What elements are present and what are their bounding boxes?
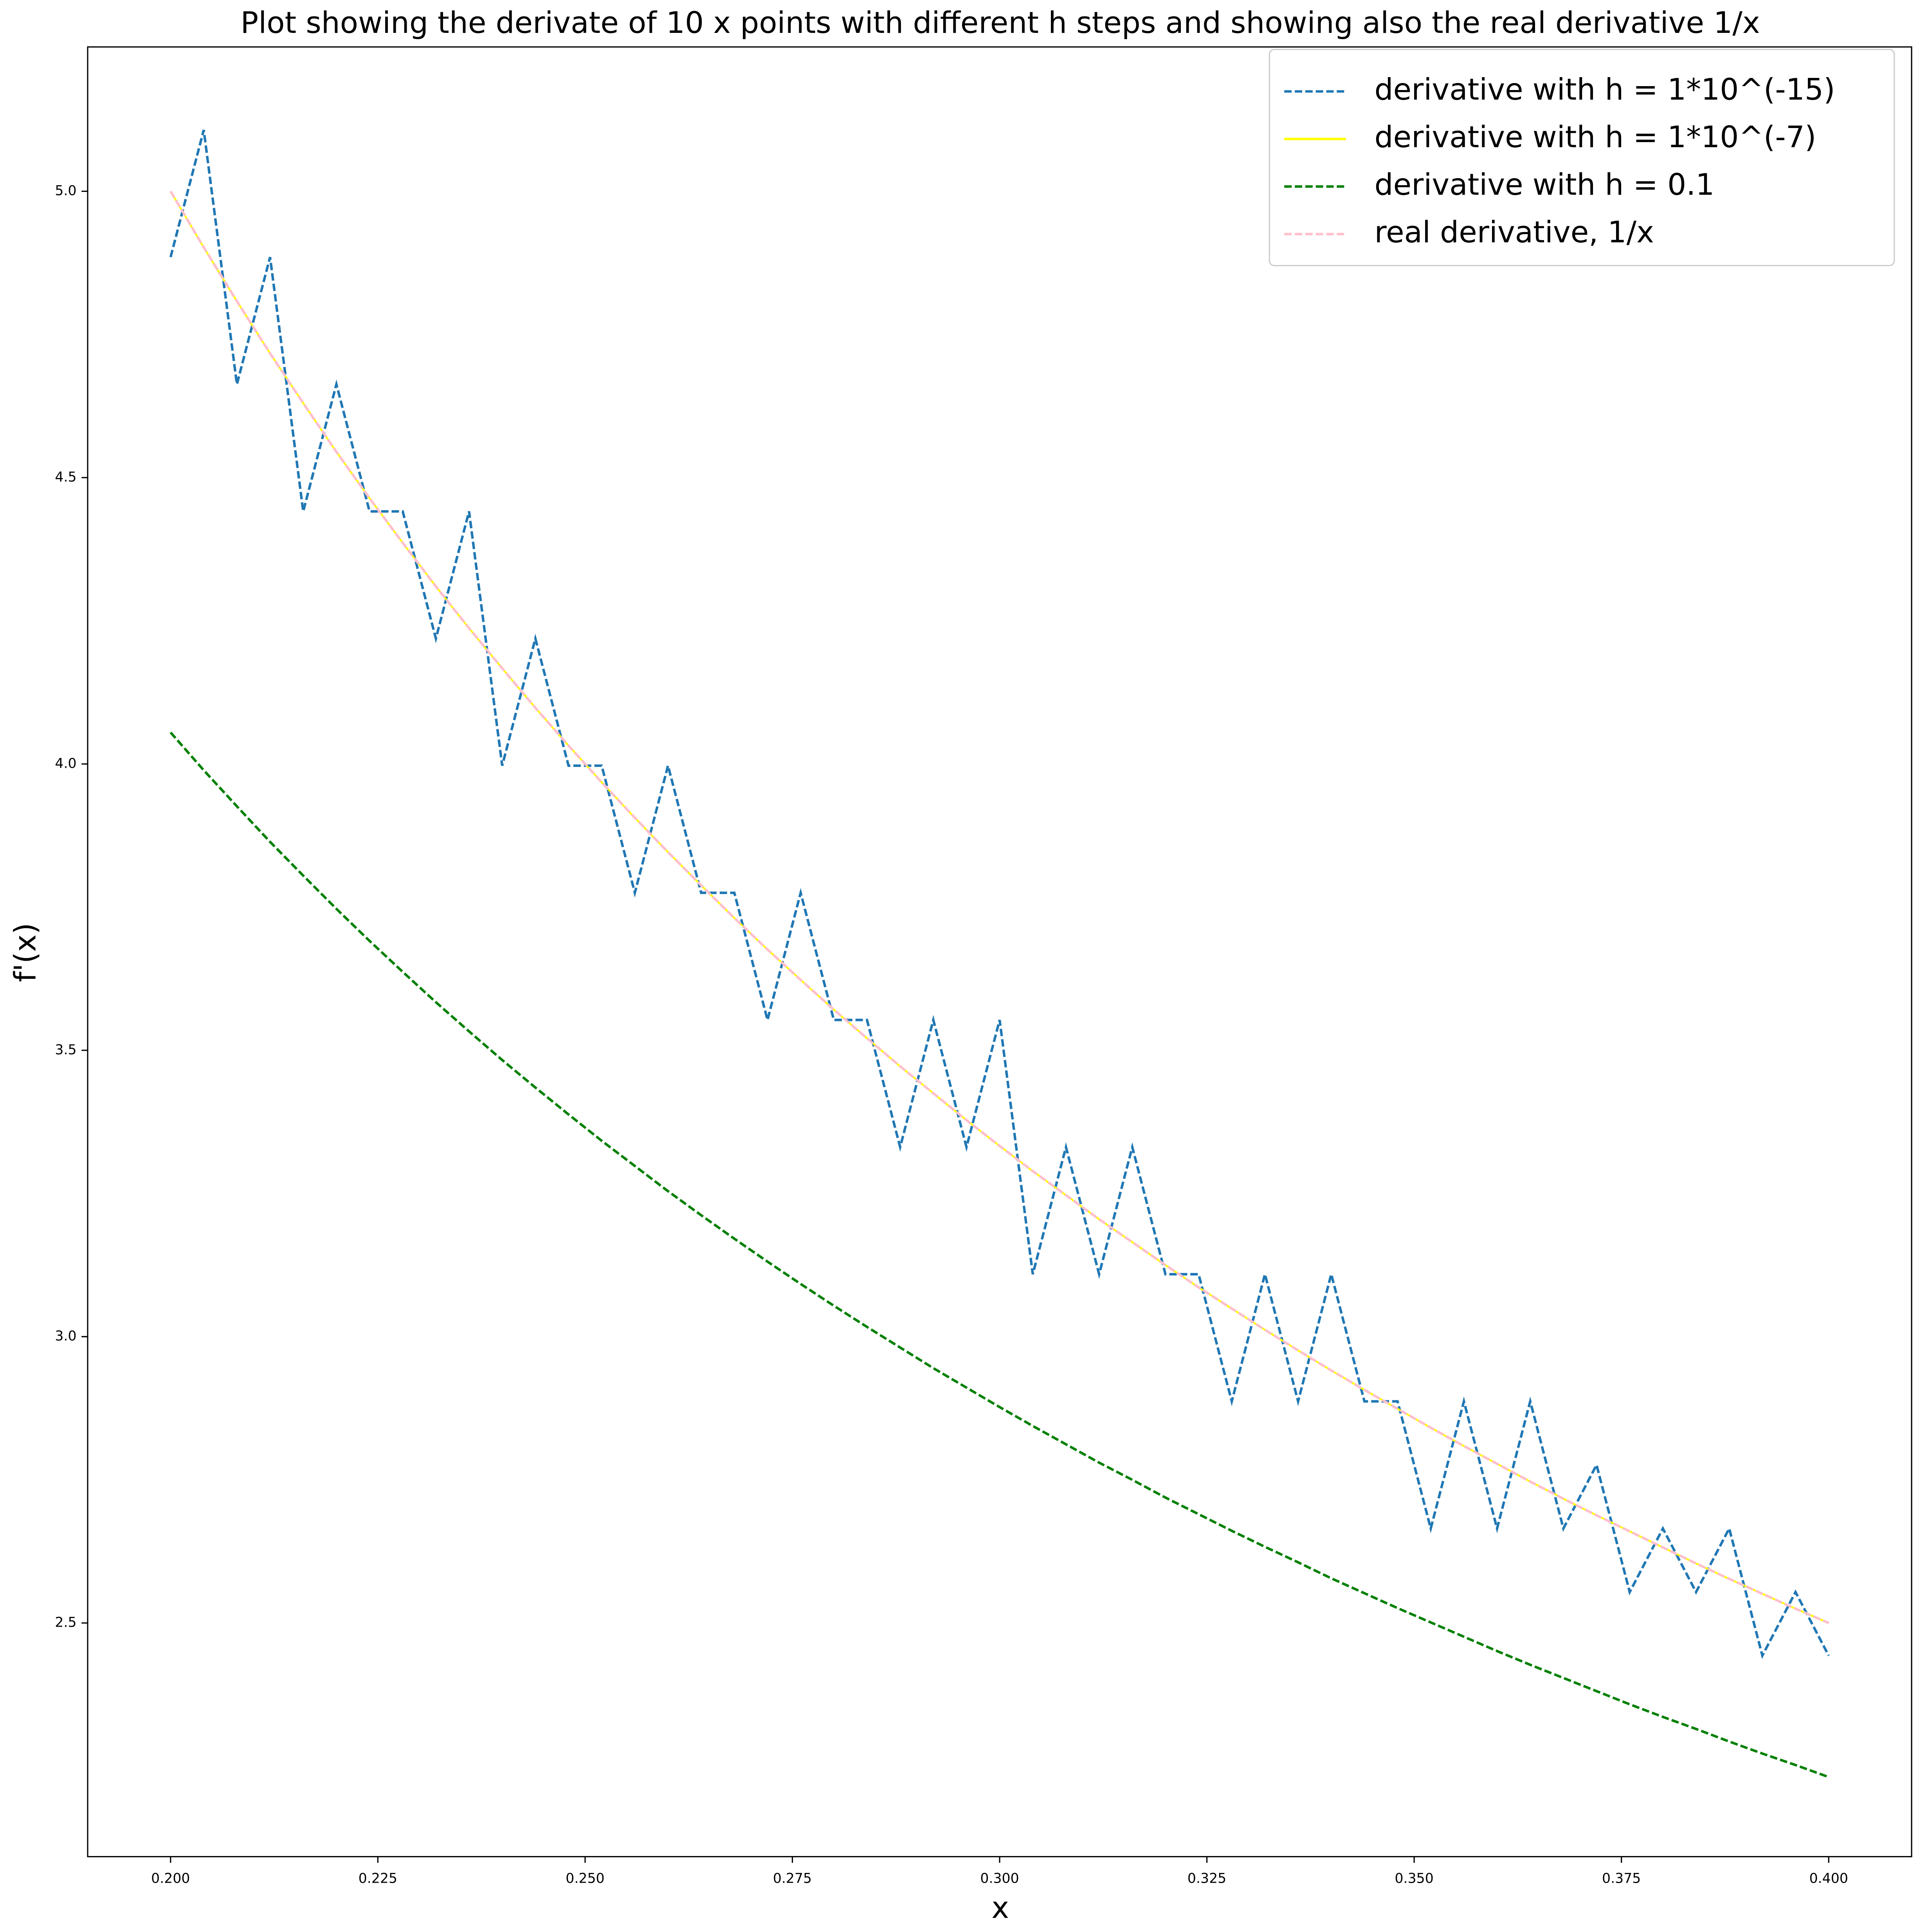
data-line [169,130,1830,1659]
legend: derivative with h = 1*10^(-15) derivative… [1269,49,1895,266]
x-tick-label: 0.250 [566,1871,604,1886]
legend-label: real derivative, 1/x [1375,215,1654,249]
x-tick-label: 0.400 [1809,1871,1848,1886]
plot-frame [87,46,1912,1858]
y-tick-label: 4.5 [55,469,76,485]
x-tick-label: 0.325 [1187,1871,1226,1886]
y-tick-label: 4.0 [55,756,76,771]
x-tick-label: 0.225 [359,1871,397,1886]
x-tick-label: 0.375 [1602,1871,1641,1886]
y-tick-label: 2.5 [55,1615,76,1631]
x-tick-label: 0.275 [773,1871,812,1886]
y-tick-label: 3.5 [55,1042,76,1058]
legend-label: derivative with h = 0.1 [1375,167,1715,202]
data-line [169,731,1829,1779]
y-tick-label: 3.0 [55,1328,76,1344]
y-axis-label: f'(x) [8,923,42,982]
x-tick-label: 0.300 [980,1871,1019,1886]
y-tick-label: 5.0 [55,183,76,199]
legend-label: derivative with h = 1*10^(-15) [1375,72,1835,106]
chart-title: Plot showing the derivate of 10 x points… [241,5,1760,40]
x-axis-label: x [991,1891,1009,1925]
legend-box [1269,49,1895,266]
data-line [169,190,1829,1624]
x-tick-label: 0.350 [1395,1871,1433,1886]
legend-label: derivative with h = 1*10^(-7) [1375,120,1816,154]
x-tick-label: 0.200 [151,1871,190,1886]
